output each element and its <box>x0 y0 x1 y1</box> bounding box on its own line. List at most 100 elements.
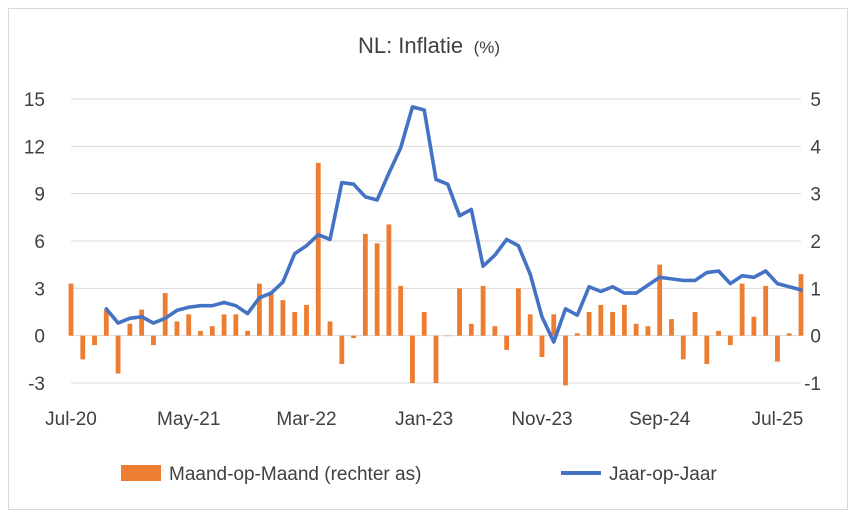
gridlines <box>71 98 801 384</box>
bar <box>468 323 474 336</box>
left-axis: -3 0 3 6 9 12 15 <box>24 90 45 395</box>
right-tick-label: -1 <box>804 374 821 395</box>
x-tick-label: May-21 <box>157 409 220 430</box>
left-tick-label: 15 <box>24 90 45 111</box>
bar <box>527 314 533 336</box>
bar <box>574 333 580 336</box>
bar <box>610 312 616 336</box>
x-tick-label: Jul-25 <box>752 409 804 430</box>
bar <box>115 335 121 374</box>
chart-title-unit: (%) <box>474 38 500 57</box>
bar <box>362 233 368 336</box>
bar <box>716 330 721 336</box>
bar <box>421 312 427 336</box>
legend-bar-label: Maand-op-Maand (rechter as) <box>169 464 421 485</box>
chart-title: NL: Inflatie (%) <box>358 33 500 58</box>
bar <box>386 224 392 336</box>
bar <box>739 283 745 336</box>
bar <box>504 335 510 350</box>
bar <box>186 314 192 336</box>
bar <box>315 162 321 336</box>
bar <box>127 323 133 336</box>
bar <box>92 335 97 346</box>
left-tick-label: 0 <box>34 327 45 348</box>
right-axis: -1 0 1 2 3 4 5 <box>804 90 821 395</box>
bar <box>680 335 686 360</box>
legend-bar-swatch <box>121 465 161 481</box>
bar <box>445 335 451 337</box>
right-tick-label: 0 <box>810 327 821 348</box>
bar <box>798 274 804 336</box>
bar <box>198 330 203 336</box>
x-tick-label: Jan-23 <box>395 409 453 430</box>
right-tick-label: 5 <box>810 90 821 111</box>
chart-frame: NL: Inflatie (%) -3 0 3 6 9 12 15 -1 0 1 2 3 4 5 Jul… <box>8 8 848 510</box>
bar <box>256 283 262 336</box>
bar <box>80 335 86 360</box>
bar <box>410 335 415 383</box>
right-tick-label: 1 <box>810 279 821 300</box>
bar <box>516 288 521 336</box>
bar <box>539 335 545 357</box>
line-series <box>104 105 803 344</box>
bar <box>457 288 462 336</box>
bar <box>704 335 710 365</box>
x-tick-label: Mar-22 <box>276 409 336 430</box>
bar <box>551 314 557 336</box>
bar <box>233 314 239 336</box>
bar <box>139 309 145 336</box>
bar <box>645 326 651 336</box>
left-tick-label: 6 <box>34 232 45 253</box>
bar <box>692 312 698 336</box>
bar <box>433 335 439 383</box>
bar <box>786 333 792 336</box>
left-tick-label: 3 <box>34 279 45 300</box>
bar <box>657 264 663 336</box>
bar <box>68 283 74 336</box>
bar <box>621 304 627 336</box>
bar <box>633 323 639 336</box>
bar <box>103 309 109 336</box>
x-tick-label: Jul-20 <box>45 409 97 430</box>
bar-series <box>68 162 804 386</box>
line-path <box>104 105 803 344</box>
bar <box>304 304 309 336</box>
x-axis: Jul-20 May-21 Mar-22 Jan-23 Nov-23 Sep-24 Jul-… <box>45 409 803 430</box>
bar <box>280 300 286 336</box>
chart-title-main: NL: Inflatie <box>358 33 463 58</box>
bar <box>374 243 380 336</box>
bar <box>151 335 156 346</box>
legend-line-label: Jaar-op-Jaar <box>609 464 717 485</box>
bar <box>209 326 215 336</box>
bar <box>669 319 674 336</box>
bar <box>245 330 251 336</box>
right-tick-label: 4 <box>810 137 821 158</box>
bar <box>492 326 498 336</box>
bar <box>763 285 769 336</box>
bar <box>221 314 227 336</box>
bar <box>751 316 757 336</box>
right-tick-label: 2 <box>810 232 821 253</box>
right-tick-label: 3 <box>810 185 821 206</box>
bar <box>775 335 780 362</box>
bar <box>292 312 298 336</box>
x-tick-label: Sep-24 <box>629 409 691 430</box>
bar <box>586 312 592 336</box>
bar <box>563 335 568 386</box>
x-tick-label: Nov-23 <box>511 409 572 430</box>
bar <box>351 335 356 339</box>
bar <box>398 285 404 336</box>
bar <box>174 321 180 336</box>
left-tick-label: -3 <box>28 374 45 395</box>
left-tick-label: 12 <box>24 137 45 158</box>
bar <box>327 321 333 336</box>
bar <box>727 335 733 346</box>
left-tick-label: 9 <box>34 185 45 206</box>
bar <box>339 335 345 365</box>
bar <box>268 293 274 336</box>
bar <box>480 285 486 336</box>
legend: Maand-op-Maand (rechter as) Jaar-op-Jaar <box>121 464 717 485</box>
bar <box>598 304 604 336</box>
bar <box>162 293 168 336</box>
